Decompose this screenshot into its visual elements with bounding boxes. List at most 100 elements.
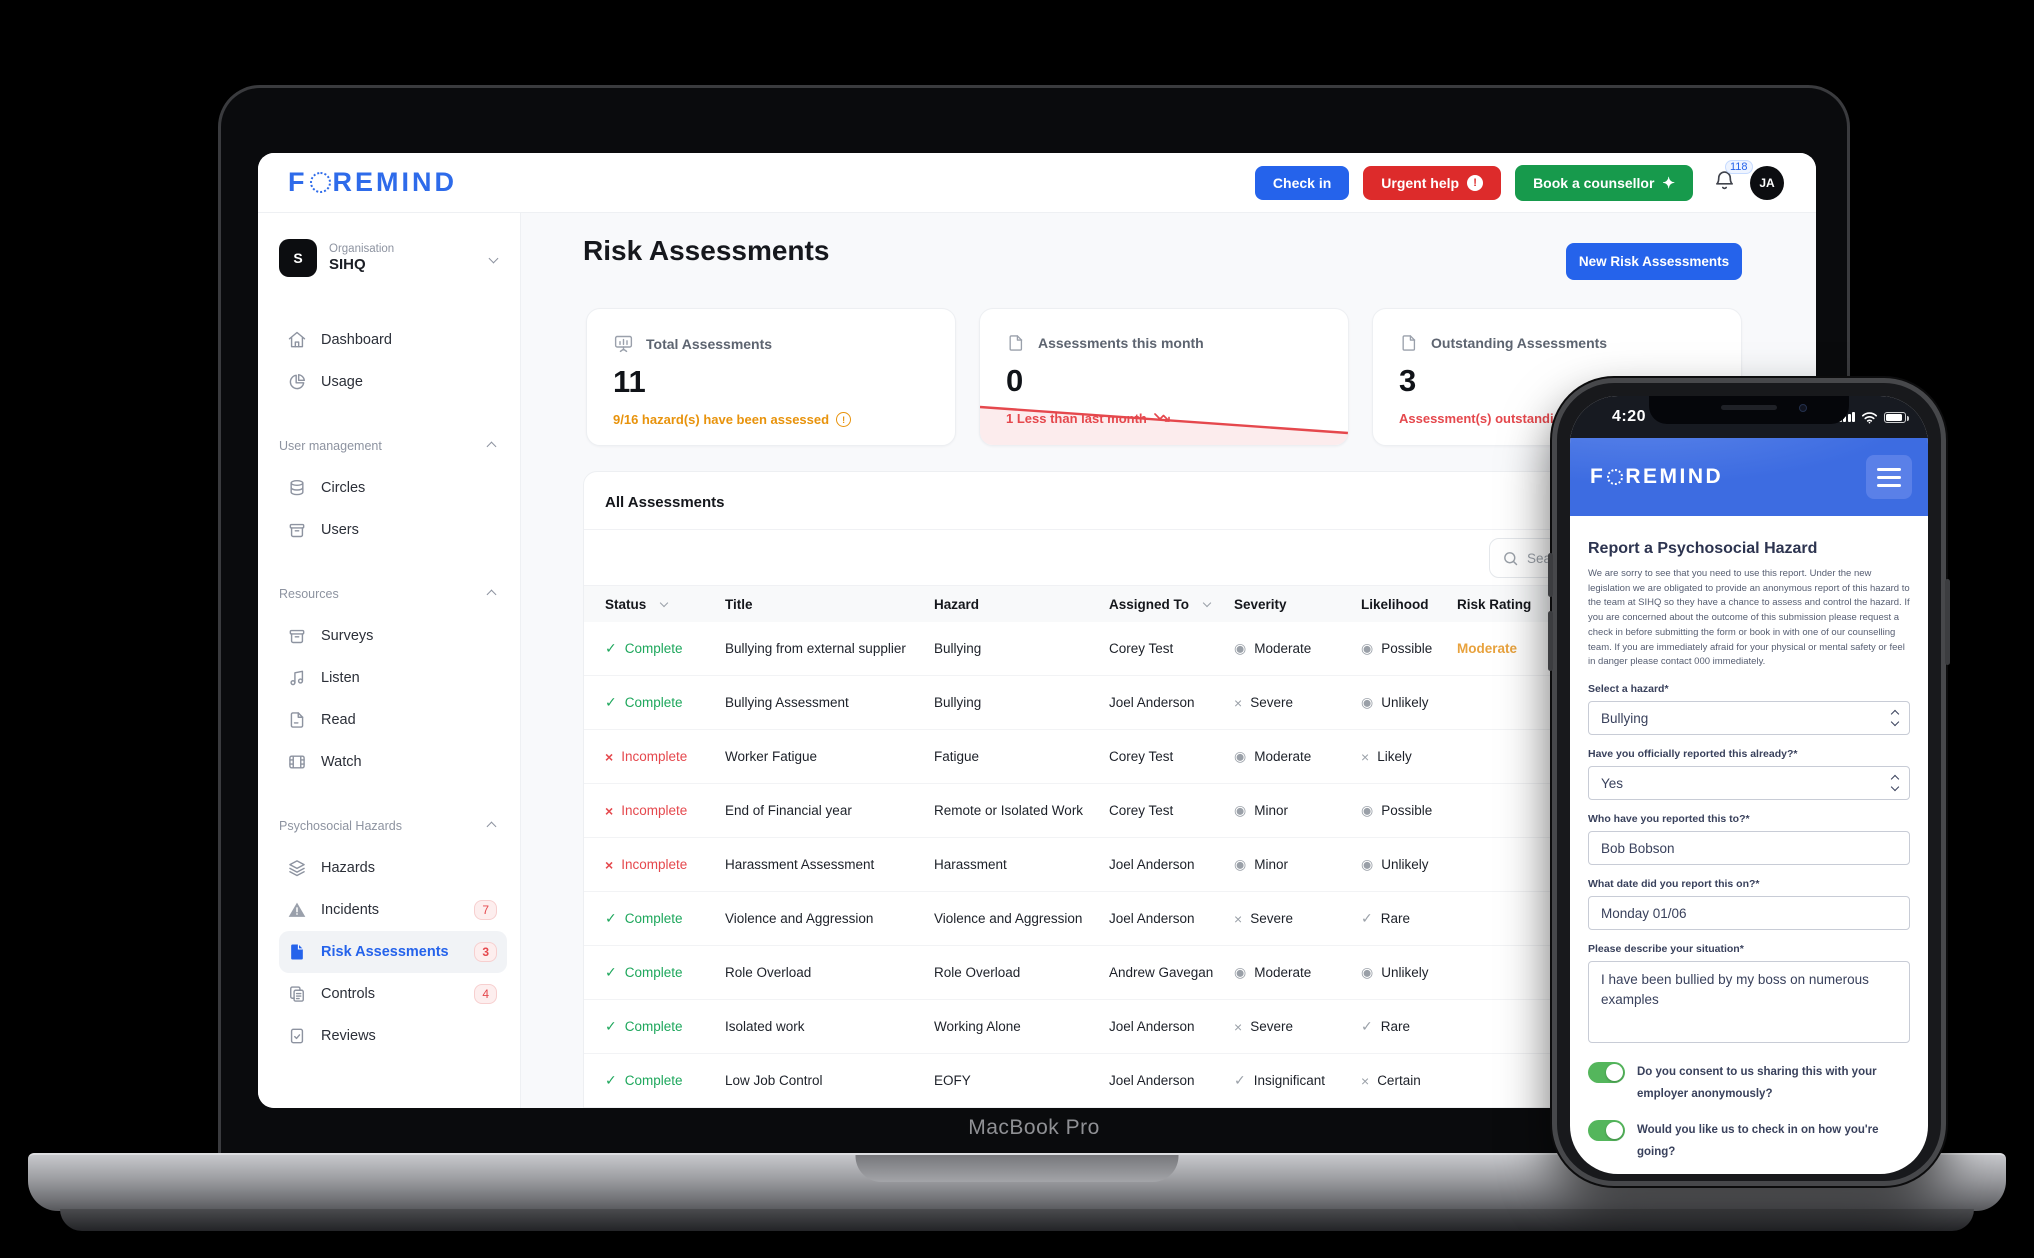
table-row[interactable]: ✓ Complete Role Overload Role Overload An… — [584, 946, 1814, 1000]
assessment-title: Bullying Assessment — [725, 695, 849, 710]
sidebar-item-listen[interactable]: Listen — [279, 657, 507, 699]
reported-already-select[interactable]: Yes — [1588, 766, 1910, 801]
macbook-pro-label: MacBook Pro — [968, 1116, 1100, 1139]
table-row[interactable]: ✓ Complete Bullying from external supplie… — [584, 622, 1814, 676]
hazard: Bullying — [934, 695, 982, 710]
assigned-to: Joel Anderson — [1109, 857, 1195, 872]
form-description: We are sorry to see that you need to use… — [1588, 568, 1910, 668]
logo-text-left: F — [288, 167, 308, 197]
phone-volume-up-button — [1548, 553, 1553, 597]
hazard: Role Overload — [934, 965, 1021, 980]
assigned-to: Andrew Gavegan — [1109, 965, 1214, 980]
sidebar-section-psychosocial-hazards[interactable]: Psychosocial Hazards — [279, 805, 507, 847]
field-label: Have you officially reported this alread… — [1588, 748, 1798, 761]
status-label: Complete — [624, 641, 683, 656]
note-icon — [1402, 335, 1416, 351]
book-counsellor-button[interactable]: Book a counsellor ✦ — [1515, 164, 1693, 201]
phone-power-button — [1945, 579, 1950, 665]
assessment-title: Worker Fatigue — [725, 749, 818, 764]
home-icon — [288, 331, 306, 348]
note-icon — [1009, 335, 1023, 351]
status-icon: ✓ — [605, 640, 617, 656]
status-icon: ✓ — [605, 1072, 617, 1088]
sidebar-item-users[interactable]: Users — [279, 509, 507, 551]
org-switcher[interactable]: S Organisation SIHQ — [279, 239, 501, 277]
macbook-frame: F REMIND Check in Urgent help! Book a cou… — [218, 85, 1850, 1153]
column-status[interactable]: Status — [605, 597, 725, 612]
likelihood-label: Possible — [1381, 803, 1433, 818]
clock: 4:20 — [1612, 408, 1647, 425]
column-risk-rating[interactable]: Risk Rating — [1457, 596, 1532, 612]
sidebar-item-usage[interactable]: Usage — [279, 361, 507, 403]
chevron-up-icon — [486, 821, 497, 831]
header-actions: Check in Urgent help! Book a counsellor ✦… — [1254, 159, 1784, 201]
review-check-icon — [290, 1028, 304, 1044]
table-row[interactable]: × Incomplete End of Financial year Remote… — [584, 784, 1814, 838]
sidebar-item-incidents[interactable]: Incidents 7 — [279, 889, 507, 931]
field-label: Who have you reported this to?* — [1588, 813, 1750, 826]
archive-box-icon — [289, 629, 305, 644]
sidebar-item-circles[interactable]: Circles — [279, 467, 507, 509]
sidebar-section-resources[interactable]: Resources — [279, 573, 507, 615]
user-avatar[interactable]: JA — [1750, 165, 1784, 200]
table-row[interactable]: ✓ Complete Bullying Assessment Bullying J… — [584, 676, 1814, 730]
hazard-select[interactable]: Bullying — [1588, 701, 1910, 736]
new-risk-assessment-button[interactable]: New Risk Assessments — [1566, 243, 1742, 280]
sidebar-item-reviews[interactable]: Reviews — [279, 1015, 507, 1057]
column-assigned-to[interactable]: Assigned To — [1109, 597, 1234, 612]
likelihood-icon: ◉ — [1361, 802, 1374, 818]
form-title: Report a Psychosocial Hazard — [1588, 540, 1818, 557]
table-row[interactable]: × Incomplete Harassment Assessment Harass… — [584, 838, 1814, 892]
notifications-bell[interactable]: 118 — [1713, 159, 1753, 197]
org-avatar: S — [279, 239, 317, 277]
sidebar-item-read[interactable]: Read — [279, 699, 507, 741]
sidebar-item-controls[interactable]: Controls 4 — [279, 973, 507, 1015]
sidebar-section-user-management[interactable]: User management — [279, 425, 507, 467]
column-title[interactable]: Title — [725, 596, 753, 612]
copy-docs-icon — [290, 986, 304, 1002]
urgent-help-button[interactable]: Urgent help! — [1363, 165, 1502, 200]
risk-file-icon — [291, 944, 303, 960]
likelihood-label: Likely — [1377, 749, 1412, 764]
decline-sparkline — [980, 405, 1348, 445]
table-row[interactable]: ✓ Complete Violence and Aggression Violen… — [584, 892, 1814, 946]
status-label: Complete — [624, 1073, 683, 1088]
hazard-report-form: Report a Psychosocial Hazard We are sorr… — [1570, 516, 1928, 1174]
severity-label: Moderate — [1254, 641, 1312, 656]
column-likelihood[interactable]: Likelihood — [1361, 596, 1429, 612]
sidebar-item-watch[interactable]: Watch — [279, 741, 507, 783]
severity-icon: ◉ — [1234, 856, 1247, 872]
sidebar-item-dashboard[interactable]: Dashboard — [279, 319, 507, 361]
severity-icon: × — [1234, 694, 1243, 711]
consent-toggle[interactable] — [1588, 1062, 1625, 1084]
sidebar-item-surveys[interactable]: Surveys — [279, 615, 507, 657]
table-row[interactable]: × Incomplete Worker Fatigue Fatigue Corey… — [584, 730, 1814, 784]
field-label: What date did you report this on?* — [1588, 878, 1760, 891]
severity-label: Moderate — [1254, 965, 1312, 980]
hamburger-menu-button[interactable] — [1866, 455, 1912, 499]
alert-triangle-icon — [288, 902, 306, 917]
table-section-title: All Assessments — [584, 472, 1814, 530]
report-date-input[interactable] — [1588, 896, 1910, 931]
check-in-button[interactable]: Check in — [1254, 165, 1350, 200]
notification-count-badge: 118 — [1725, 159, 1753, 174]
sort-chevron-icon — [660, 598, 669, 608]
sidebar-item-hazards[interactable]: Hazards — [279, 847, 507, 889]
sidebar-item-risk-assessments[interactable]: Risk Assessments 3 — [279, 931, 507, 973]
hazard: Fatigue — [934, 749, 980, 764]
assessment-title: Role Overload — [725, 965, 812, 980]
check-in-toggle[interactable] — [1588, 1119, 1625, 1141]
assigned-to: Joel Anderson — [1109, 911, 1195, 926]
hazard: EOFY — [934, 1073, 971, 1088]
table-row[interactable]: ✓ Complete Low Job Control EOFY Joel Ande… — [584, 1054, 1814, 1108]
situation-textarea[interactable]: I have been bullied by my boss on numero… — [1588, 961, 1910, 1044]
column-severity[interactable]: Severity — [1234, 596, 1287, 612]
logo-o-icon — [309, 172, 331, 193]
page-title: Risk Assessments — [583, 235, 830, 266]
stat-note: Assessment(s) outstanding — [1399, 411, 1570, 426]
table-row[interactable]: ✓ Complete Isolated work Working Alone Jo… — [584, 1000, 1814, 1054]
chevron-up-icon — [486, 441, 497, 451]
severity-icon: × — [1234, 1018, 1243, 1035]
reported-to-input[interactable] — [1588, 831, 1910, 866]
column-hazard[interactable]: Hazard — [934, 596, 980, 612]
